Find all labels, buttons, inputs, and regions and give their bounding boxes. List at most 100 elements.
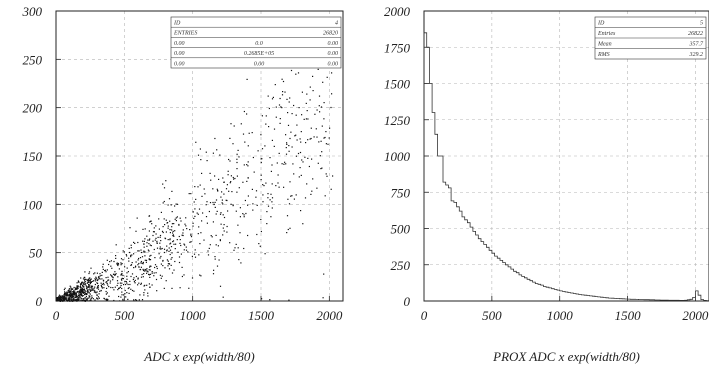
scatter-point <box>113 289 115 291</box>
scatter-point <box>86 287 88 289</box>
scatter-point <box>84 279 86 281</box>
scatter-point <box>111 276 113 278</box>
scatter-point <box>147 295 149 297</box>
scatter-point <box>148 215 151 217</box>
scatter-point <box>217 190 219 192</box>
scatter-point <box>186 228 188 230</box>
left-ytick-label-6: 300 <box>22 4 43 19</box>
scatter-point <box>236 191 238 193</box>
scatter-point <box>121 282 123 284</box>
scatter-point <box>307 118 309 120</box>
scatter-point <box>185 217 187 219</box>
scatter-point <box>210 235 212 237</box>
scatter-point <box>239 232 241 234</box>
scatter-point <box>133 281 135 283</box>
scatter-point <box>324 136 326 139</box>
scatter-point <box>194 256 197 258</box>
scatter-point <box>205 216 208 218</box>
scatter-point <box>306 183 308 185</box>
scatter-point <box>115 244 117 246</box>
scatter-point <box>158 253 160 255</box>
scatter-point <box>182 232 184 234</box>
scatter-point <box>286 142 288 144</box>
scatter-point <box>167 227 169 229</box>
scatter-point <box>168 268 171 270</box>
scatter-point <box>100 284 102 287</box>
scatter-point <box>236 168 238 170</box>
scatter-point <box>89 286 91 288</box>
scatter-point <box>84 300 86 302</box>
scatter-point <box>169 232 171 234</box>
scatter-point <box>267 193 269 195</box>
scatter-point <box>300 174 302 176</box>
scatter-point <box>331 93 333 95</box>
scatter-point <box>260 161 262 164</box>
scatter-point <box>153 272 155 274</box>
scatter-point <box>111 267 113 269</box>
scatter-point <box>102 280 105 282</box>
scatter-point <box>150 220 152 222</box>
scatter-point <box>184 244 186 246</box>
scatter-point <box>133 290 135 292</box>
scatter-point <box>162 260 164 262</box>
scatter-point <box>299 151 302 154</box>
scatter-point <box>197 213 199 215</box>
scatter-point <box>143 243 145 245</box>
scatter-point <box>97 286 99 288</box>
scatter-point <box>323 137 325 139</box>
scatter-point <box>194 215 196 217</box>
scatter-point <box>82 278 85 280</box>
scatter-point <box>70 299 72 301</box>
scatter-point <box>93 289 95 291</box>
scatter-point <box>121 270 123 272</box>
scatter-point <box>303 118 305 120</box>
scatter-point <box>69 295 71 297</box>
left-xtick-label-2: 1000 <box>180 308 207 323</box>
left-scatter-panel: 0 500 1000 1500 2000 0 50 100 150 200 250 300 ADC x … <box>22 4 344 364</box>
scatter-point <box>209 172 211 174</box>
scatter-point <box>199 243 201 245</box>
scatter-point <box>264 253 266 255</box>
scatter-point <box>88 297 90 299</box>
scatter-point <box>58 294 61 296</box>
scatter-point <box>181 275 183 278</box>
scatter-point <box>232 176 234 179</box>
scatter-point <box>267 95 269 97</box>
scatter-point <box>111 275 113 277</box>
scatter-point <box>87 281 89 283</box>
scatter-point <box>120 262 122 264</box>
scatter-point <box>245 212 247 215</box>
scatter-point <box>66 294 68 296</box>
scatter-point <box>131 262 133 264</box>
scatter-point <box>87 290 89 292</box>
scatter-point <box>256 233 258 236</box>
scatter-point <box>74 292 76 294</box>
scatter-point <box>105 293 107 295</box>
scatter-point <box>183 243 185 245</box>
scatter-point <box>108 286 110 288</box>
right-stats-label: Mean <box>597 42 612 48</box>
scatter-point <box>289 137 291 140</box>
left-ytick-label-0: 0 <box>36 294 43 309</box>
scatter-point <box>155 233 157 235</box>
scatter-point <box>167 225 169 227</box>
scatter-point <box>300 131 302 133</box>
scatter-point <box>134 282 136 284</box>
scatter-point <box>309 86 311 88</box>
scatter-point <box>127 271 129 273</box>
scatter-point <box>193 217 195 219</box>
right-ytick-label-8: 2000 <box>384 4 411 19</box>
scatter-point <box>230 123 232 125</box>
scatter-point <box>166 249 168 251</box>
scatter-point <box>320 168 322 170</box>
scatter-point <box>63 289 65 291</box>
scatter-point <box>95 278 97 280</box>
scatter-point <box>100 289 102 292</box>
scatter-point <box>78 298 80 300</box>
scatter-point <box>137 284 139 286</box>
scatter-point <box>247 204 249 206</box>
scatter-point <box>247 195 249 197</box>
scatter-point <box>79 289 81 291</box>
scatter-point <box>331 72 333 74</box>
scatter-point <box>84 284 86 286</box>
